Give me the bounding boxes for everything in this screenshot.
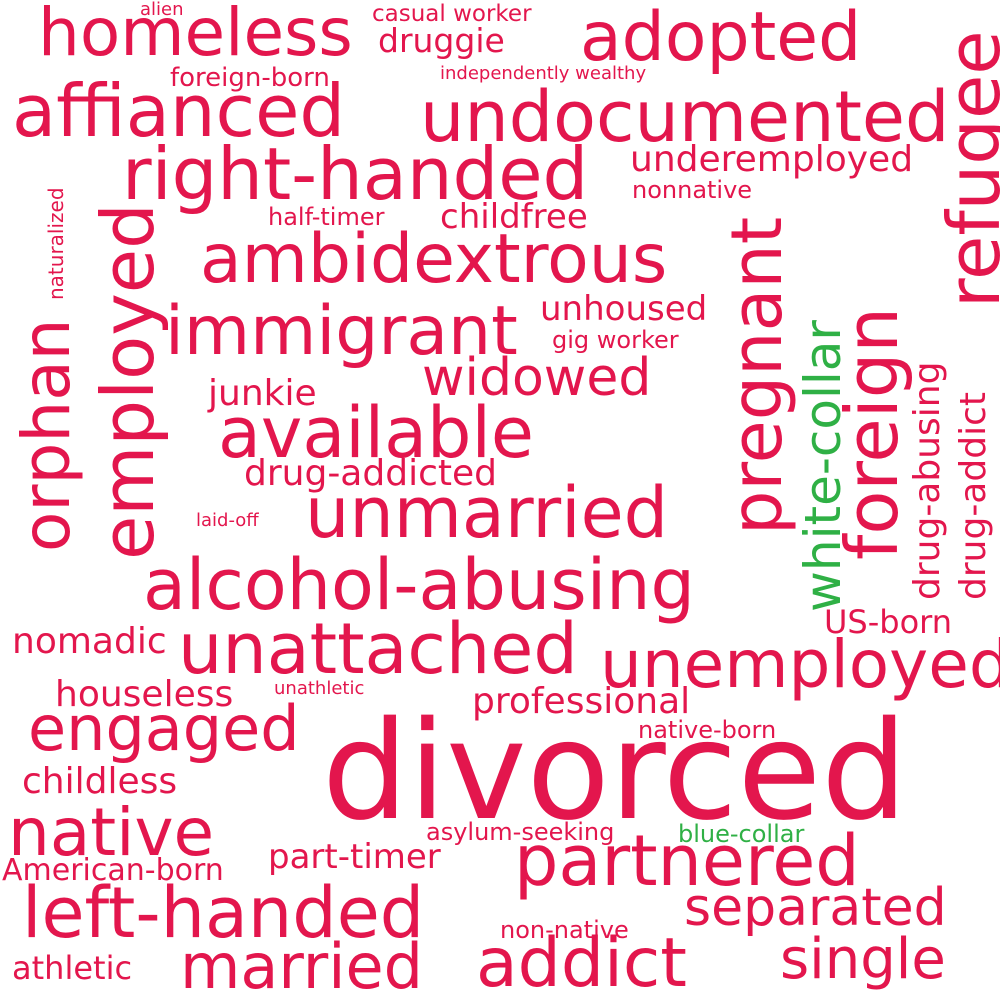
word-affianced: affianced xyxy=(12,69,346,153)
word-druggie: druggie xyxy=(378,21,505,60)
word-unemployed: unemployed xyxy=(600,626,1000,703)
word-drug-addicted: drug-addicted xyxy=(244,453,497,494)
word-partnered: partnered xyxy=(514,820,860,902)
word-unattached: unattached xyxy=(178,608,578,690)
word-blue-collar: blue-collar xyxy=(678,820,805,848)
word-gig-worker: gig worker xyxy=(552,326,679,354)
word-junkie: junkie xyxy=(208,373,317,414)
word-part-timer: part-timer xyxy=(268,837,441,877)
word-right-handed: right-handed xyxy=(122,132,589,216)
word-underemployed: underemployed xyxy=(630,139,914,180)
word-employed: employed xyxy=(86,203,170,560)
word-casual-worker: casual worker xyxy=(372,1,532,27)
word-unmarried: unmarried xyxy=(305,472,669,554)
word-foreign-born: foreign-born xyxy=(170,63,330,93)
word-homeless: homeless xyxy=(38,0,353,71)
word-refugee: refugee xyxy=(932,30,1000,308)
word-widowed: widowed xyxy=(422,348,652,408)
word-naturalized: naturalized xyxy=(44,187,68,300)
word-houseless: houseless xyxy=(55,674,234,715)
word-engaged: engaged xyxy=(28,692,300,765)
word-divorced: divorced xyxy=(322,693,908,851)
word-separated: separated xyxy=(684,878,947,938)
word-immigrant: immigrant xyxy=(165,292,518,371)
word-undocumented: undocumented xyxy=(420,76,950,158)
word-ambidextrous: ambidextrous xyxy=(200,220,668,299)
word-asylum-seeking: asylum-seeking xyxy=(426,818,615,846)
word-native-born: native-born xyxy=(638,716,777,744)
word-non-native: non-native xyxy=(500,916,629,944)
word-nonnative: nonnative xyxy=(632,176,753,204)
word-half-timer: half-timer xyxy=(268,203,385,231)
word-professional: professional xyxy=(472,681,691,722)
word-alien: alien xyxy=(140,0,184,20)
word-native: native xyxy=(8,794,215,871)
word-unathletic: unathletic xyxy=(274,678,365,699)
word-left-handed: left-handed xyxy=(22,872,425,954)
word-married: married xyxy=(180,930,424,1000)
word-us-born: US-born xyxy=(824,603,953,641)
word-nomadic: nomadic xyxy=(12,621,167,662)
word-drug-abusing: drug-abusing xyxy=(907,361,948,600)
word-orphan: orphan xyxy=(8,318,85,552)
word-alcohol-abusing: alcohol-abusing xyxy=(143,544,695,626)
word-american-born: American-born xyxy=(2,853,224,888)
word-unhoused: unhoused xyxy=(540,289,708,329)
word-adopted: adopted xyxy=(580,0,862,77)
word-drug-addict: drug-addict xyxy=(953,392,994,600)
word-foreign: foreign xyxy=(830,306,914,560)
word-addict: addict xyxy=(476,924,687,1000)
word-pregnant: pregnant xyxy=(716,216,798,535)
word-laid-off: laid-off xyxy=(196,510,259,531)
word-available: available xyxy=(218,392,534,474)
word-childfree: childfree xyxy=(440,197,588,237)
word-childless: childless xyxy=(22,761,178,802)
word-single: single xyxy=(780,927,946,992)
word-athletic: athletic xyxy=(12,949,133,987)
word-independently-wealthy: independently wealthy xyxy=(440,63,647,84)
